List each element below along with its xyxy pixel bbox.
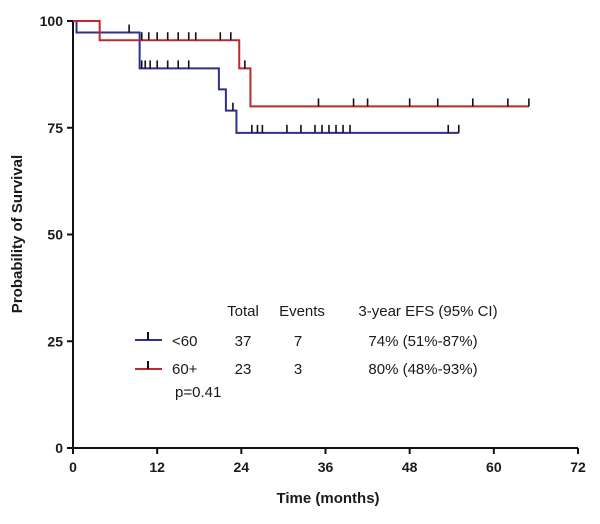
x-tick-label: 24: [234, 459, 250, 475]
p-value: p=0.41: [175, 384, 221, 401]
legend-events-under-60: 7: [294, 333, 302, 350]
legend-efs-under-60: 74% (51%-87%): [368, 333, 477, 350]
legend-header-total: Total: [227, 303, 259, 320]
series-under-60: [73, 20, 460, 134]
series-layer: [73, 20, 530, 134]
y-tick-label: 75: [47, 120, 63, 136]
legend-label-60-plus: 60+: [172, 361, 198, 378]
legend-header-efs: 3-year EFS (95% CI): [358, 303, 497, 320]
x-tick-label: 72: [570, 459, 586, 475]
y-tick-label: 50: [47, 227, 63, 243]
y-tick-label: 0: [55, 440, 63, 456]
legend-header-events: Events: [279, 303, 325, 320]
series-60-plus: [73, 20, 530, 108]
x-tick-label: 12: [149, 459, 165, 475]
y-tick-label: 100: [40, 13, 64, 29]
x-tick-label: 60: [486, 459, 502, 475]
survival-curve-60-plus: [73, 20, 529, 108]
legend-table: Total Events 3-year EFS (95% CI) <60 37 …: [135, 303, 498, 401]
x-tick-label: 0: [69, 459, 77, 475]
x-tick-label: 48: [402, 459, 418, 475]
legend-row-under-60: <60 37 7 74% (51%-87%): [135, 332, 478, 350]
legend-label-under-60: <60: [172, 333, 197, 350]
x-tick-label: 36: [318, 459, 334, 475]
legend-row-60-plus: 60+ 23 3 80% (48%-93%): [135, 361, 478, 378]
legend-efs-60-plus: 80% (48%-93%): [368, 361, 477, 378]
legend-events-60-plus: 3: [294, 361, 302, 378]
y-axis-label: Probability of Survival: [9, 155, 26, 313]
legend-total-under-60: 37: [235, 333, 252, 350]
x-axis-label: Time (months): [276, 490, 379, 507]
y-ticks: 0 25 50 75 100: [40, 13, 73, 456]
survival-curve-under-60: [73, 20, 459, 134]
legend-total-60-plus: 23: [235, 361, 252, 378]
axes: 0 25 50 75 100 0 12 24 36 48 60 72: [40, 13, 586, 475]
y-tick-label: 25: [47, 333, 63, 349]
x-ticks: 0 12 24 36 48 60 72: [69, 448, 586, 475]
